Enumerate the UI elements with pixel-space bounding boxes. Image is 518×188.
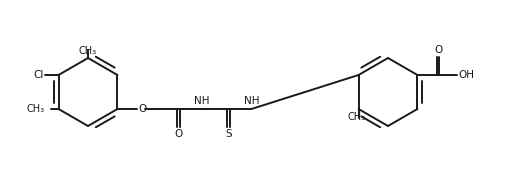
Text: O: O — [434, 45, 442, 55]
Text: CH₃: CH₃ — [26, 104, 45, 114]
Text: Cl: Cl — [33, 70, 44, 80]
Text: O: O — [175, 129, 183, 139]
Text: S: S — [225, 129, 232, 139]
Text: OH: OH — [458, 70, 474, 80]
Text: O: O — [138, 104, 147, 114]
Text: CH₃: CH₃ — [348, 112, 366, 122]
Text: NH: NH — [194, 96, 209, 106]
Text: CH₃: CH₃ — [79, 46, 97, 56]
Text: NH: NH — [243, 96, 259, 106]
